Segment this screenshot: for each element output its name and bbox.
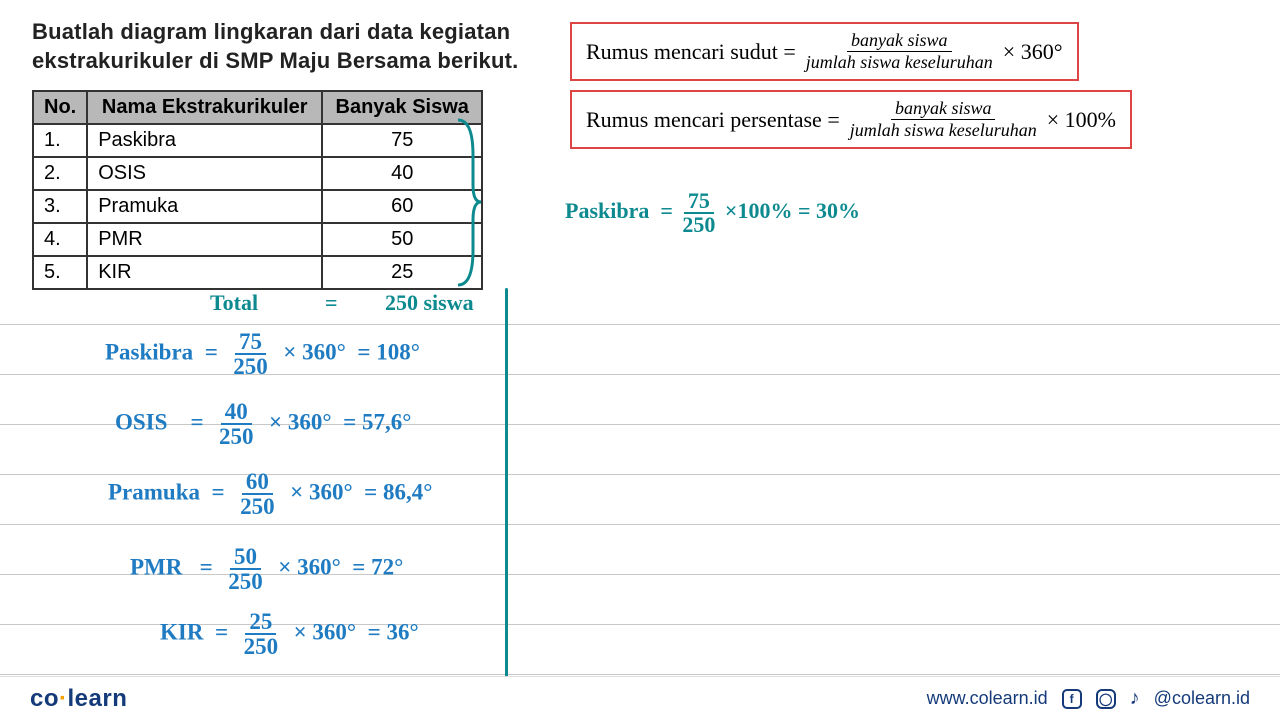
formula-sudut-tail: × 360°	[1003, 39, 1063, 65]
footer-right: www.colearn.id f ◯ ♪ @colearn.id	[927, 687, 1250, 710]
formula-persen-tail: × 100%	[1047, 107, 1116, 133]
hand-row: OSIS = 40250 × 360° = 57,6°	[115, 400, 411, 448]
question-text: Buatlah diagram lingkaran dari data kegi…	[32, 18, 518, 75]
formula-sudut: Rumus mencari sudut = banyak siswa jumla…	[570, 22, 1079, 81]
bracket-icon	[453, 115, 483, 290]
table-row: 2.OSIS40	[33, 157, 482, 190]
formula-sudut-lhs: Rumus mencari sudut =	[586, 39, 796, 65]
q-line1: Buatlah diagram lingkaran dari data kegi…	[32, 19, 510, 44]
table-row: 3.Pramuka60	[33, 190, 482, 223]
hand-total-eq: =	[325, 290, 338, 316]
formula-persen-lhs: Rumus mencari persentase =	[586, 107, 840, 133]
logo: co·learn	[30, 685, 127, 713]
data-table: No. Nama Ekstrakurikuler Banyak Siswa 1.…	[32, 90, 483, 290]
footer: co·learn www.colearn.id f ◯ ♪ @colearn.i…	[0, 676, 1280, 720]
hand-total-val: 250 siswa	[385, 290, 474, 316]
table-row: 1.Paskibra75	[33, 124, 482, 157]
q-line2: ekstrakurikuler di SMP Maju Bersama beri…	[32, 48, 518, 73]
instagram-icon: ◯	[1096, 689, 1116, 709]
formula-persen: Rumus mencari persentase = banyak siswa …	[570, 90, 1132, 149]
hand-row: PMR = 50250 × 360° = 72°	[130, 545, 403, 593]
hand-row: KIR = 25250 × 360° = 36°	[160, 610, 419, 658]
facebook-icon: f	[1062, 689, 1082, 709]
vertical-divider	[505, 288, 508, 686]
tiktok-icon: ♪	[1130, 687, 1140, 710]
logo-part-b: learn	[68, 685, 128, 712]
formula-persen-frac: banyak siswa jumlah siswa keseluruhan	[846, 98, 1041, 141]
footer-url: www.colearn.id	[927, 688, 1048, 709]
hand-paskibra-pct: Paskibra = 75250 ×100% = 30%	[565, 190, 860, 236]
logo-dot: ·	[59, 685, 68, 712]
hand-row: Paskibra = 75250 × 360° = 108°	[105, 330, 420, 378]
formula-sudut-frac: banyak siswa jumlah siswa keseluruhan	[802, 30, 997, 73]
th-no: No.	[33, 91, 87, 124]
table-header-row: No. Nama Ekstrakurikuler Banyak Siswa	[33, 91, 482, 124]
footer-handle: @colearn.id	[1154, 688, 1250, 709]
logo-part-a: co	[30, 685, 59, 712]
hand-total-label: Total	[210, 290, 258, 316]
hand-row: Pramuka = 60250 × 360° = 86,4°	[108, 470, 432, 518]
th-name: Nama Ekstrakurikuler	[87, 91, 322, 124]
table-row: 4.PMR50	[33, 223, 482, 256]
